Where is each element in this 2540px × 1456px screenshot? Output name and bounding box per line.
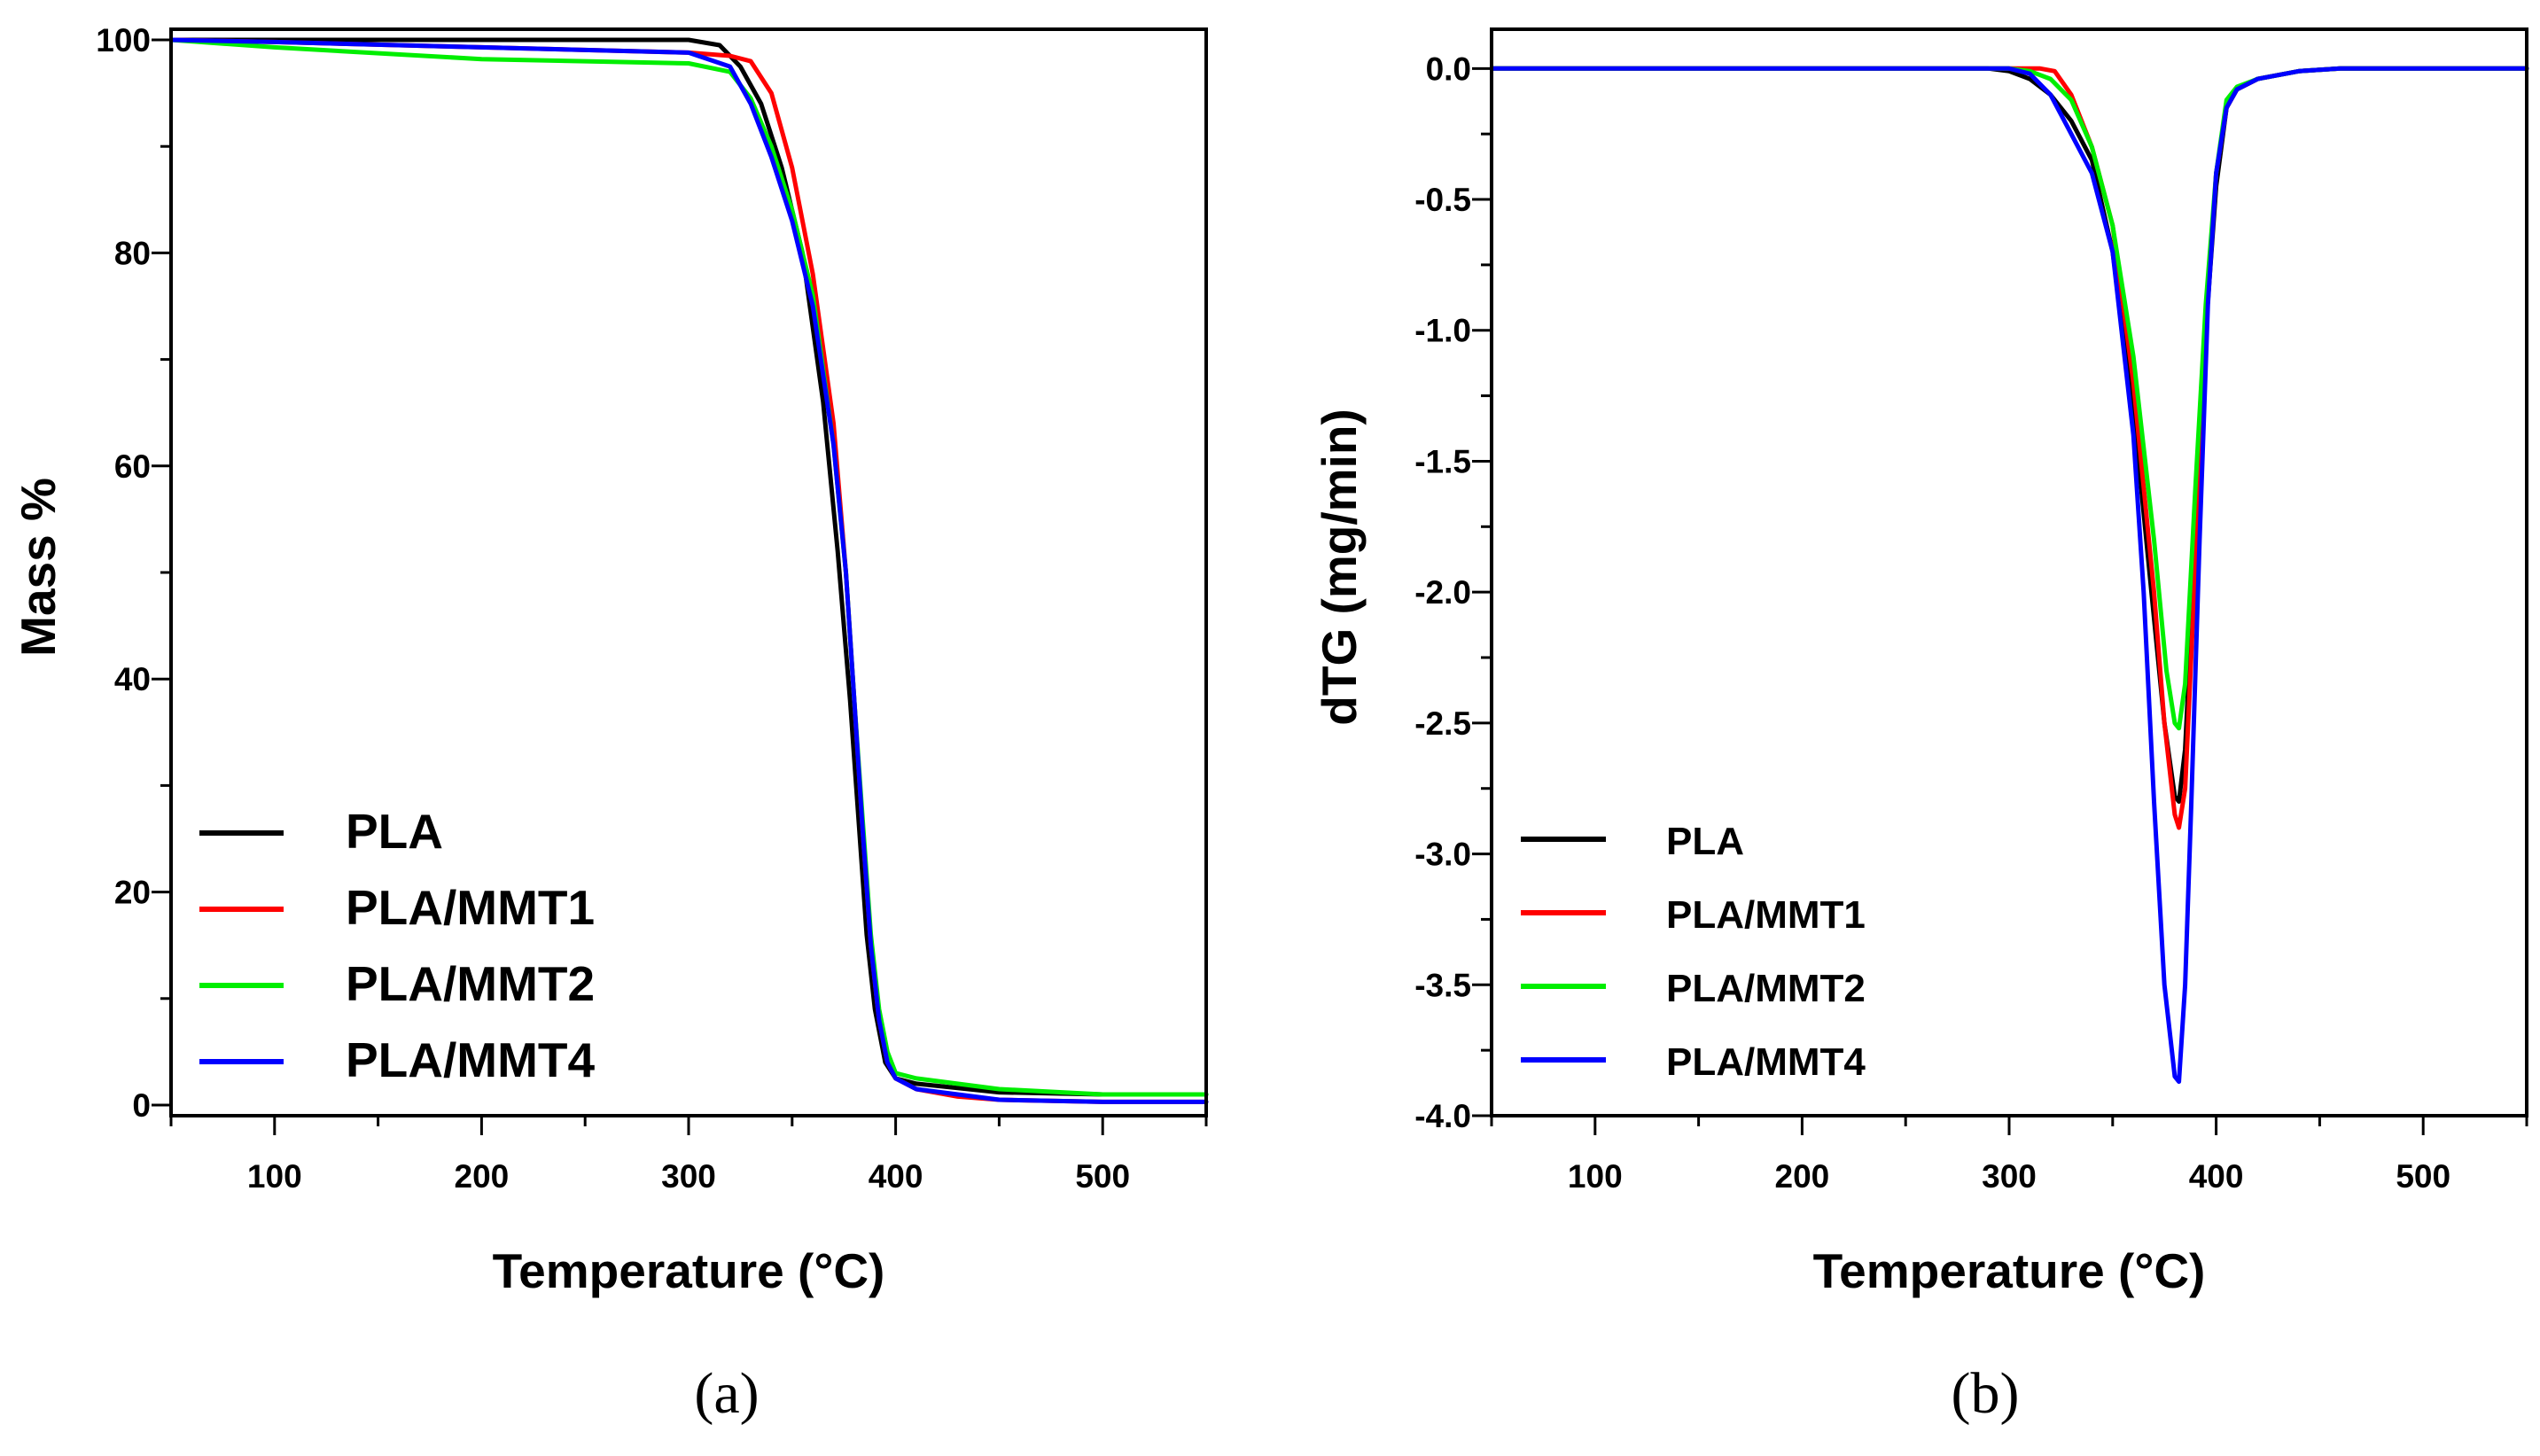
legend-label-a: PLA/MMT1	[346, 880, 595, 935]
y-tick-label-a: 60	[114, 448, 151, 485]
y-tick-label-b: 0.0	[1426, 51, 1471, 87]
y-tick-label-a: 0	[132, 1087, 151, 1124]
series-line-b-pla-mmt2	[1489, 66, 2529, 731]
y-tick-label-b: -2.0	[1414, 574, 1471, 611]
x-axis-title-b: Temperature (°C)	[1813, 1243, 2206, 1298]
series-line-a-pla-mmt2	[168, 37, 1209, 1097]
y-tick-label-b: -4.0	[1414, 1098, 1471, 1134]
x-tick-label-a: 300	[661, 1158, 716, 1195]
y-tick-label-a: 100	[96, 22, 151, 58]
legend-b: PLA PLA/MMT1 PLA/MMT2 PLA/MMT4	[1521, 820, 1866, 1084]
series-line-b-pla-mmt1	[1489, 66, 2529, 830]
x-tick-label-b: 100	[1568, 1158, 1623, 1195]
series-line-b-pla	[1489, 66, 2529, 804]
panel-a: 100 200 300 400 500 0 20 40 60 80 100 Temperature …	[11, 22, 1209, 1426]
legend-label-b: PLA/MMT1	[1666, 893, 1866, 937]
y-axis-title-b: dTG (mg/min)	[1312, 409, 1367, 725]
legend-a: PLA PLA/MMT1 PLA/MMT2 PLA/MMT4	[199, 804, 596, 1087]
x-tick-label-b: 300	[1982, 1158, 2037, 1195]
y-tick-label-b: -1.5	[1414, 443, 1471, 479]
y-tick-label-b: -2.5	[1414, 705, 1471, 742]
y-tick-label-a: 20	[114, 875, 151, 911]
legend-label-a: PLA/MMT2	[346, 956, 595, 1011]
series-line-b-pla-mmt4	[1489, 66, 2529, 1085]
panel-b: 100 200 300 400 500 0.0 -0.5 -1.0 -1.5 -2.0 -2.5 -3…	[1312, 27, 2529, 1426]
y-tick-label-b: -3.0	[1414, 837, 1471, 873]
x-tick-label-b: 500	[2396, 1158, 2450, 1195]
ticks-layer-b: 100 200 300 400 500 0.0 -0.5 -1.0 -1.5 -2.0 -2.5 -3…	[1414, 51, 2528, 1195]
x-axis-title-a: Temperature (°C)	[493, 1243, 885, 1298]
legend-label-a: PLA	[346, 804, 443, 859]
x-tick-label-b: 200	[1775, 1158, 1830, 1195]
plot-frame-a	[169, 27, 1208, 1117]
series-line-a-pla-mmt1	[168, 37, 1209, 1104]
x-tick-label-a: 100	[247, 1158, 302, 1195]
caption-b: (b)	[1952, 1361, 2020, 1426]
series-layer-a	[168, 37, 1209, 1104]
y-tick-label-b: -1.0	[1414, 313, 1471, 349]
x-tick-label-b: 400	[2189, 1158, 2244, 1195]
y-tick-label-b: -0.5	[1414, 182, 1471, 218]
y-tick-label-b: -3.5	[1414, 967, 1471, 1003]
y-axis-title-a: Mass %	[11, 478, 66, 657]
caption-a: (a)	[694, 1361, 759, 1426]
legend-label-b: PLA	[1666, 820, 1744, 863]
y-tick-label-a: 40	[114, 661, 151, 697]
plot-frame-b	[1490, 27, 2528, 1117]
x-tick-label-a: 500	[1075, 1158, 1130, 1195]
series-line-a-pla	[168, 37, 1209, 1097]
legend-label-b: PLA/MMT4	[1666, 1040, 1866, 1084]
series-line-a-pla-mmt4	[168, 37, 1209, 1104]
legend-label-a: PLA/MMT4	[346, 1032, 596, 1087]
ticks-layer-a: 100 200 300 400 500 0 20 40 60 80 100	[96, 22, 1208, 1195]
x-tick-label-a: 400	[869, 1158, 923, 1195]
series-layer-b	[1489, 66, 2529, 1085]
y-tick-label-a: 80	[114, 235, 151, 271]
x-tick-label-a: 200	[455, 1158, 510, 1195]
legend-label-b: PLA/MMT2	[1666, 967, 1866, 1010]
